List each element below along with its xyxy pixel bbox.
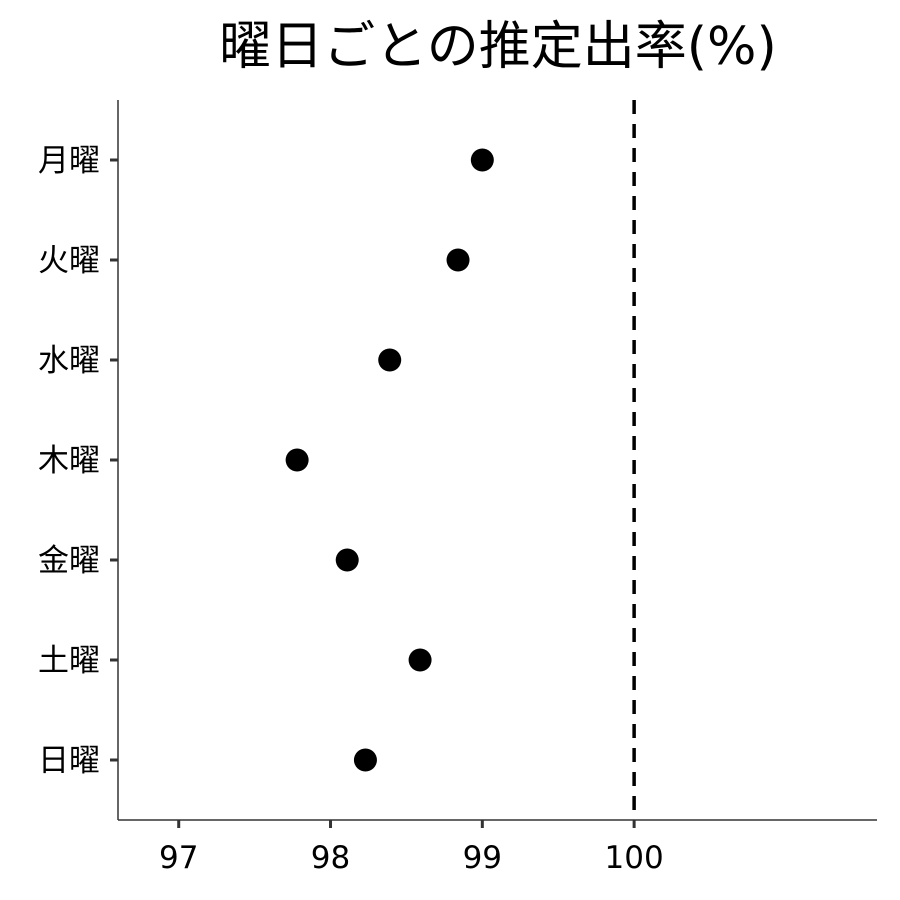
x-tick-label: 98 [311,840,350,876]
x-tick-label: 99 [463,840,502,876]
x-tick-label: 97 [159,840,198,876]
y-tick-label: 日曜 [38,743,100,779]
data-point-6 [408,648,432,672]
y-tick-label: 土曜 [38,643,100,679]
chart-title: 曜日ごとの推定出率(%) [219,17,776,77]
y-tick-label: 火曜 [38,243,100,279]
points-layer [285,148,494,772]
data-point-2 [446,248,470,272]
data-point-5 [335,548,359,572]
y-tick-label: 金曜 [38,543,100,579]
data-point-4 [285,448,309,472]
y-tick-label: 月曜 [38,143,100,179]
y-tick-label: 水曜 [38,343,100,379]
data-point-7 [353,748,377,772]
y-tick-label: 木曜 [38,443,100,479]
data-point-3 [378,348,402,372]
x-tick-label: 100 [605,840,664,876]
data-point-1 [470,148,494,172]
